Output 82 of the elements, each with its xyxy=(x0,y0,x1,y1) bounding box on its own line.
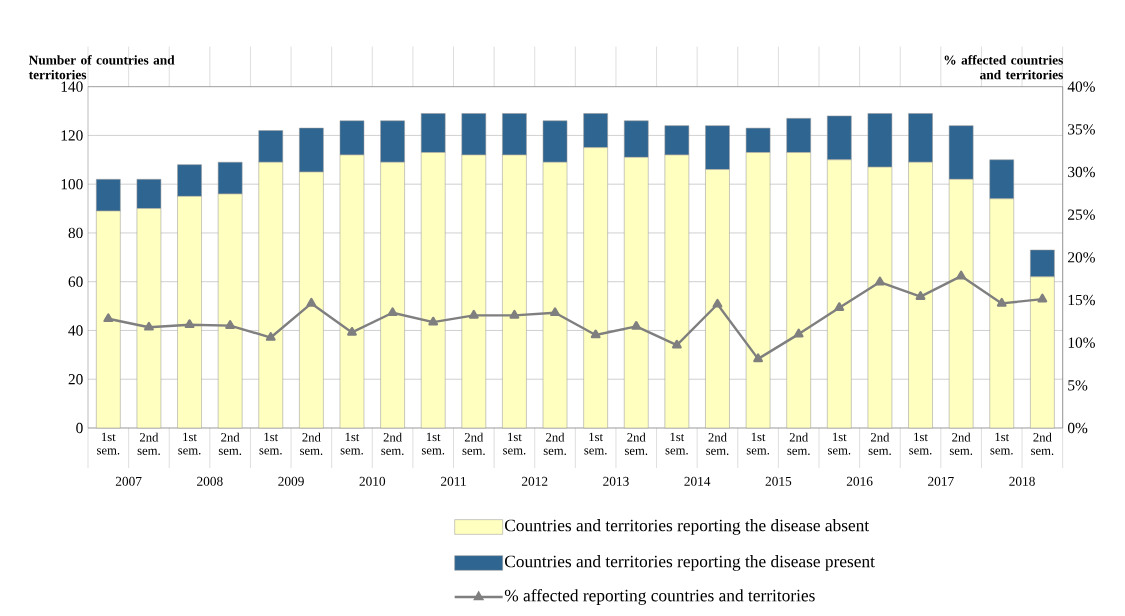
y-axis-title: Number of countries and territories xyxy=(28,55,175,80)
point xyxy=(144,321,154,331)
x-tick-label: 1st sem. xyxy=(584,432,607,455)
text: 2010 xyxy=(359,476,386,486)
point xyxy=(225,320,236,329)
x-tick-label: 2nd sem. xyxy=(381,432,404,456)
point xyxy=(184,319,195,329)
y-tick-label: 20 xyxy=(68,374,83,385)
y-tick-label: 0 xyxy=(76,422,83,434)
y2-tick-label: 0% xyxy=(1067,422,1088,434)
point xyxy=(509,309,520,319)
x-tick-label: 1st sem. xyxy=(746,432,770,455)
point xyxy=(956,270,967,280)
point xyxy=(103,313,114,323)
y2-tick-label: 15% xyxy=(1068,294,1095,306)
y2-tick-label: 30% xyxy=(1068,166,1095,178)
y-tick-label: 140 xyxy=(61,81,83,92)
point xyxy=(265,332,276,341)
x-tick-label: 1st sem. xyxy=(665,432,688,455)
text: 2016 xyxy=(846,476,873,486)
legend-label: Countries and territories reporting the disease present xyxy=(504,555,875,571)
y-tick-label: 100 xyxy=(61,179,83,190)
y2-tick-label: 25% xyxy=(1068,209,1095,220)
text: 2011 xyxy=(441,476,466,486)
point xyxy=(915,291,926,300)
point xyxy=(347,326,357,336)
text: 2017 xyxy=(928,476,954,486)
x-tick-label: 2nd sem. xyxy=(300,432,323,456)
x-tick-label: 1st sem. xyxy=(178,432,201,455)
y2-tick-label: 35% xyxy=(1068,124,1095,135)
x-tick-label: 1st sem. xyxy=(340,432,363,455)
x-tick-label: 2nd sem. xyxy=(868,432,891,456)
point xyxy=(753,353,763,363)
legend-label: % affected reporting countries and territories xyxy=(504,589,815,605)
text: 2007 xyxy=(115,476,142,486)
text: 2008 xyxy=(197,476,223,486)
point xyxy=(671,339,682,349)
x-tick-label: 1st sem. xyxy=(421,432,445,455)
point xyxy=(875,276,885,286)
point xyxy=(712,298,723,308)
point xyxy=(550,307,560,317)
point xyxy=(428,316,439,326)
text: 2018 xyxy=(1009,476,1035,486)
x-tick-label: 2nd sem. xyxy=(706,432,729,456)
y2-tick-label: 5% xyxy=(1068,380,1088,391)
point xyxy=(387,307,398,317)
text: 2015 xyxy=(765,476,792,486)
text: 2012 xyxy=(521,476,548,486)
x-tick-label: 2nd sem. xyxy=(624,432,648,456)
y-tick-label: 120 xyxy=(61,130,83,141)
y-tick-label: 60 xyxy=(68,276,83,287)
point xyxy=(590,329,601,339)
x-tick-label: 2nd sem. xyxy=(137,432,160,456)
y2-axis-title: % affected countries and territories xyxy=(944,55,1063,80)
x-tick-label: 2nd sem. xyxy=(462,432,485,456)
text: 2013 xyxy=(603,476,629,486)
point xyxy=(468,309,479,319)
point xyxy=(793,328,804,338)
x-tick-label: 2nd sem. xyxy=(218,432,242,456)
point xyxy=(834,302,845,311)
y2-tick-label: 10% xyxy=(1068,337,1095,348)
x-tick-label: 1st sem. xyxy=(990,432,1013,455)
y2-tick-label: 20% xyxy=(1068,252,1095,263)
x-tick-label: 2nd sem. xyxy=(1031,432,1054,456)
point xyxy=(1037,293,1048,303)
x-tick-label: 1st sem. xyxy=(909,432,932,455)
y-tick-label: 80 xyxy=(68,227,83,239)
point xyxy=(631,320,642,330)
y2-tick-label: 40% xyxy=(1067,81,1095,92)
point xyxy=(306,297,317,307)
point xyxy=(996,297,1007,307)
y-tick-label: 40 xyxy=(68,325,83,336)
text: 2014 xyxy=(684,476,711,486)
x-tick-label: 2nd sem. xyxy=(949,432,973,456)
legend-label: Countries and territories reporting the disease absent xyxy=(504,519,870,535)
x-tick-label: 1st sem. xyxy=(259,432,282,455)
x-tick-label: 2nd sem. xyxy=(787,432,810,456)
x-tick-label: 1st sem. xyxy=(828,432,851,455)
x-tick-label: 1st sem. xyxy=(97,432,120,455)
x-tick-label: 1st sem. xyxy=(503,432,526,455)
x-tick-label: 2nd sem. xyxy=(543,432,566,456)
text: 2009 xyxy=(278,476,304,486)
